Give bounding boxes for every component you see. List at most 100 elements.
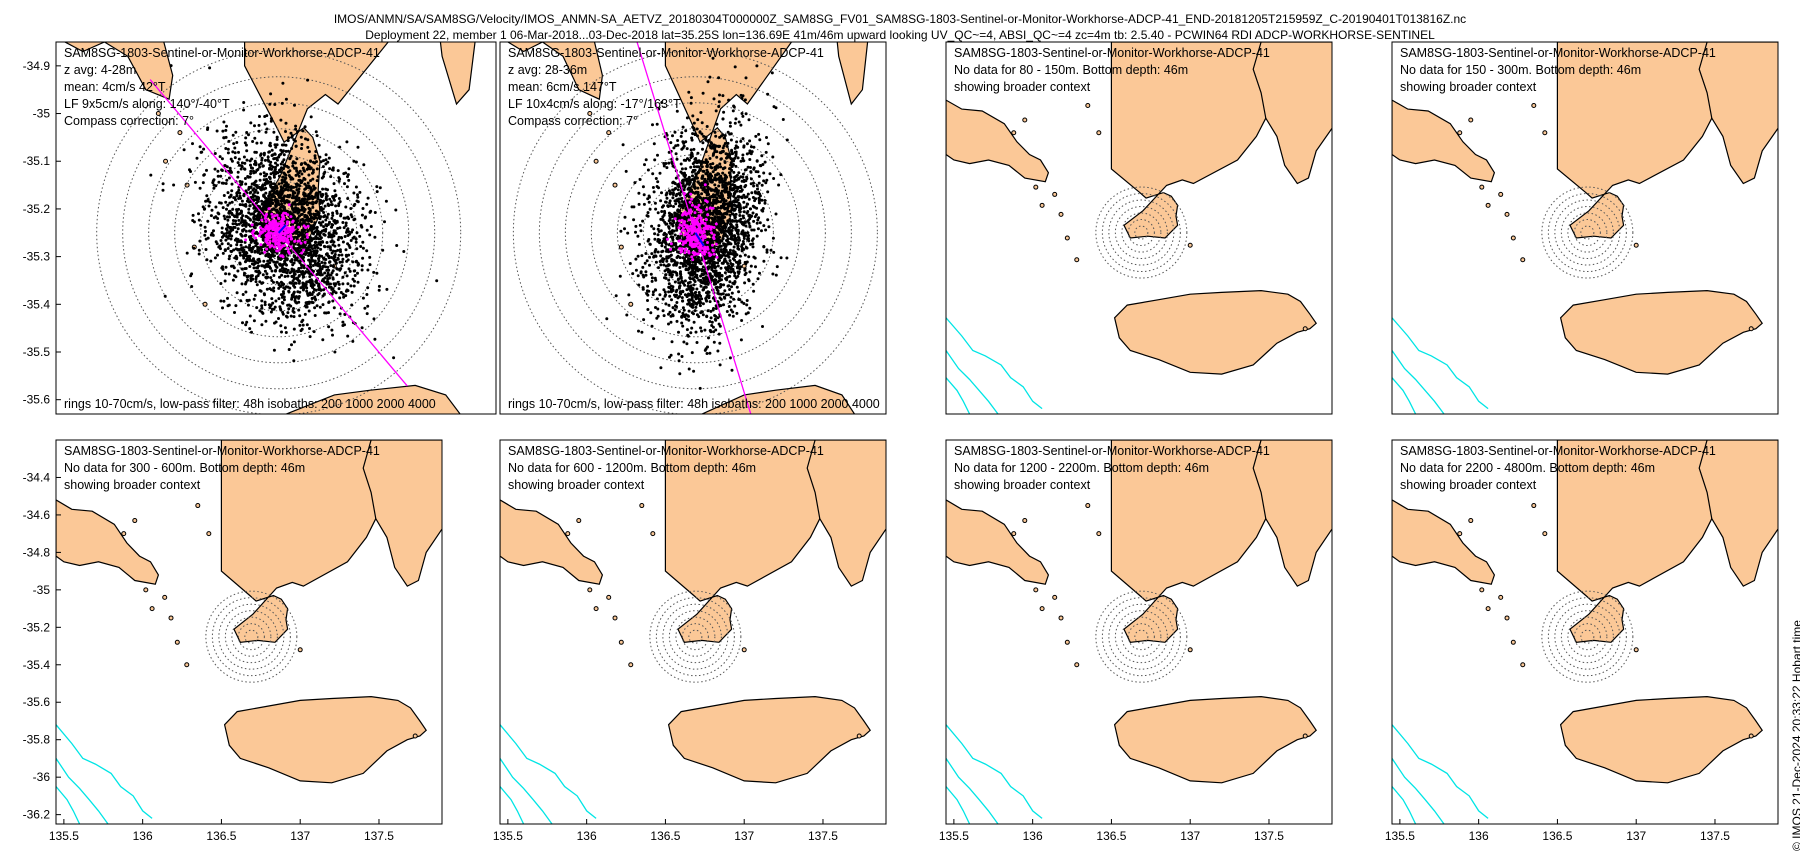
islet — [1521, 258, 1525, 262]
islet — [857, 734, 861, 738]
isobath-line — [1392, 725, 1488, 819]
panel-annotation: LF 10x4cm/s along: -17°/163°T — [508, 97, 681, 111]
map-area — [1392, 42, 1781, 414]
islet — [1188, 243, 1192, 247]
islet — [1040, 203, 1044, 207]
islet — [1521, 663, 1525, 667]
land-mainland — [1253, 42, 1335, 184]
land-west — [946, 100, 1048, 182]
y-tick-label: -34.8 — [23, 545, 51, 559]
islet — [1012, 532, 1016, 536]
y-tick-label: -35 — [33, 583, 51, 597]
panel-annotation: No data for 80 - 150m. Bottom depth: 46m — [954, 63, 1188, 77]
panel-annotation: No data for 2200 - 4800m. Bottom depth: … — [1400, 461, 1655, 475]
x-tick-label: 136.5 — [206, 829, 236, 843]
y-tick-label: -35.2 — [23, 620, 51, 634]
islet — [463, 484, 467, 488]
islet — [1303, 327, 1307, 331]
panel-annotation: mean: 6cm/s 147°T — [508, 80, 617, 94]
panel-annotation: showing broader context — [1400, 80, 1537, 94]
isobath-line — [500, 614, 524, 709]
islet — [1053, 595, 1057, 599]
x-tick-label: 136 — [577, 829, 597, 843]
islet — [298, 648, 302, 652]
isobath-line — [946, 318, 1042, 409]
x-tick-label: 136.5 — [1096, 829, 1126, 843]
islet — [1469, 519, 1473, 523]
x-tick-label: 137.5 — [364, 829, 394, 843]
islet — [1040, 607, 1044, 611]
land-mainland — [807, 440, 889, 586]
islet — [1086, 104, 1090, 108]
x-tick-label: 137.5 — [1254, 829, 1284, 843]
land-mainland — [1253, 440, 1335, 586]
x-tick-label: 136 — [133, 829, 153, 843]
islet — [1532, 504, 1536, 508]
panel-title: SAM8SG-1803-Sentinel-or-Monitor-Workhors… — [64, 444, 380, 458]
panel-annotation: showing broader context — [954, 80, 1091, 94]
islet — [1053, 192, 1057, 196]
islet — [175, 640, 179, 644]
islet — [1749, 327, 1753, 331]
islet — [1480, 185, 1484, 189]
panel-5: -34.4-34.6-34.8-35-35.2-35.4-35.6-35.8-3… — [23, 440, 446, 843]
islet — [1097, 532, 1101, 536]
islet — [619, 245, 623, 249]
panel-title: SAM8SG-1803-Sentinel-or-Monitor-Workhors… — [1400, 444, 1716, 458]
land-west — [1392, 100, 1494, 182]
islet — [133, 519, 137, 523]
y-tick-label: -35.6 — [23, 695, 51, 709]
islet — [607, 595, 611, 599]
y-tick-label: -36.2 — [23, 808, 51, 822]
x-tick-label: 137 — [1626, 829, 1646, 843]
x-tick-label: 137 — [290, 829, 310, 843]
x-tick-label: 136.5 — [1542, 829, 1572, 843]
islet — [164, 159, 168, 163]
islet — [1505, 212, 1509, 216]
islet — [1458, 532, 1462, 536]
isobath-line — [946, 758, 998, 824]
y-tick-label: -36 — [33, 770, 51, 784]
panel-footer: rings 10-70cm/s, low-pass filter: 48h is… — [64, 397, 436, 411]
islet — [651, 532, 655, 536]
land-mainland — [406, 0, 499, 104]
islet — [566, 532, 570, 536]
islet — [185, 183, 189, 187]
islet — [1486, 607, 1490, 611]
isobath-line — [500, 787, 524, 825]
isobath-line — [1392, 787, 1416, 825]
land-island — [669, 697, 871, 783]
panel-annotation: No data for 600 - 1200m. Bottom depth: 4… — [508, 461, 756, 475]
islet — [1486, 203, 1490, 207]
isobath-line — [500, 758, 552, 824]
islet — [1075, 258, 1079, 262]
islet — [185, 663, 189, 667]
y-tick-label: -34.6 — [23, 508, 51, 522]
panel-annotation: z avg: 28-36m — [508, 63, 587, 77]
x-tick-label: 137 — [1180, 829, 1200, 843]
isobath-line — [1392, 318, 1488, 409]
panel-3: SAM8SG-1803-Sentinel-or-Monitor-Workhors… — [946, 42, 1335, 414]
land-west — [946, 500, 1048, 584]
islet — [1075, 663, 1079, 667]
panel-title: SAM8SG-1803-Sentinel-or-Monitor-Workhors… — [64, 46, 380, 60]
panel-title: SAM8SG-1803-Sentinel-or-Monitor-Workhors… — [954, 444, 1270, 458]
isobath-line — [1392, 758, 1444, 824]
islet — [594, 159, 598, 163]
islet — [1634, 648, 1638, 652]
x-tick-label: 136.5 — [650, 829, 680, 843]
land-mainland — [1699, 42, 1781, 184]
islet — [1749, 734, 1753, 738]
isobath-line — [500, 543, 552, 710]
panel-title: SAM8SG-1803-Sentinel-or-Monitor-Workhors… — [508, 444, 824, 458]
land-mainland — [1699, 440, 1781, 586]
islet — [1480, 588, 1484, 592]
y-tick-label: -35.5 — [23, 345, 51, 359]
panel-annotation: Compass correction: 7° — [508, 114, 638, 128]
y-tick-label: -35 — [33, 107, 51, 121]
x-tick-label: 135.5 — [49, 829, 79, 843]
islet — [1065, 640, 1069, 644]
